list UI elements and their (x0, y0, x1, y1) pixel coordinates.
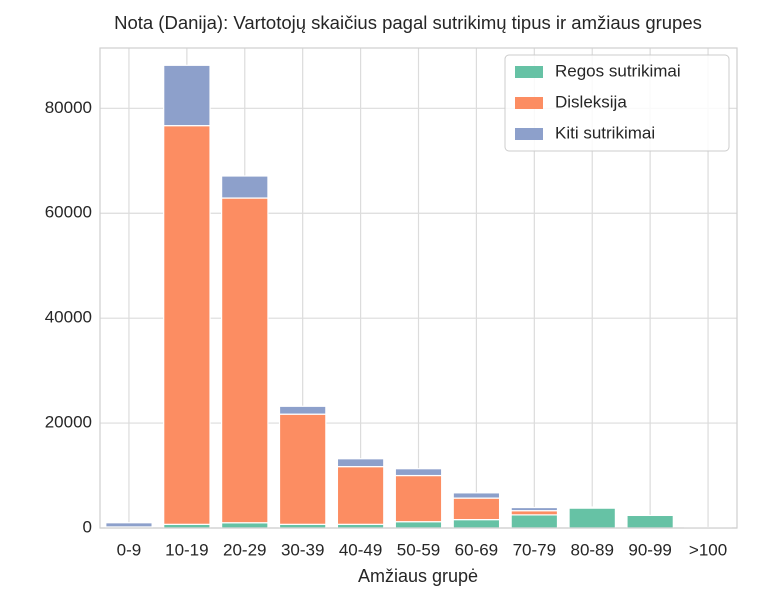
y-tick-label: 80000 (45, 98, 92, 117)
bar-segment (278, 405, 327, 415)
x-tick-label: 60-69 (455, 540, 498, 559)
bar-segment (336, 466, 385, 525)
bar-segment (394, 521, 443, 529)
bar-segment (221, 197, 269, 524)
x-tick-label: 40-49 (339, 540, 382, 559)
bar-segment (105, 522, 153, 528)
x-axis-label: Amžiaus grupė (358, 566, 478, 586)
bar-segment (336, 458, 385, 468)
plot-frame (99, 47, 738, 529)
x-tick-label: 20-29 (223, 540, 266, 559)
x-tick-label: 80-89 (570, 540, 613, 559)
x-tick-label: 0-9 (117, 540, 142, 559)
bar-segment (163, 64, 211, 127)
bar-segment (394, 468, 443, 477)
legend-label: Disleksija (555, 92, 627, 111)
chart-title: Nota (Danija): Vartotojų skaičius pagal … (114, 12, 702, 33)
y-tick-label: 0 (83, 517, 92, 536)
bar-segment (452, 492, 501, 499)
bar-segment (510, 514, 559, 529)
bar-segment (163, 125, 211, 525)
y-tick-label: 40000 (45, 308, 92, 327)
bar-segment (452, 497, 501, 521)
x-tick-label: 50-59 (397, 540, 440, 559)
bar-segment (452, 519, 501, 529)
legend-swatch (515, 97, 543, 109)
x-tick-label: >100 (689, 540, 727, 559)
bar-segment (278, 413, 327, 525)
legend-swatch (515, 66, 543, 78)
y-tick-label: 20000 (45, 413, 92, 432)
bar-segment (221, 522, 269, 529)
bar-segment (221, 175, 269, 199)
legend-box (504, 54, 730, 152)
bar-segment (626, 514, 674, 529)
x-tick-label: 30-39 (281, 540, 324, 559)
bar-segment (568, 507, 616, 529)
bar-segment (510, 506, 559, 512)
x-tick-label: 90-99 (628, 540, 671, 559)
x-tick-label: 10-19 (165, 540, 208, 559)
legend-label: Kiti sutrikimai (555, 123, 655, 142)
x-tick-label: 70-79 (513, 540, 556, 559)
legend-label: Regos sutrikimai (555, 61, 681, 80)
bar-segment (394, 474, 443, 523)
bar-segment (510, 510, 559, 516)
bar-segment (568, 506, 616, 509)
y-tick-label: 60000 (45, 203, 92, 222)
legend-swatch (515, 128, 543, 140)
